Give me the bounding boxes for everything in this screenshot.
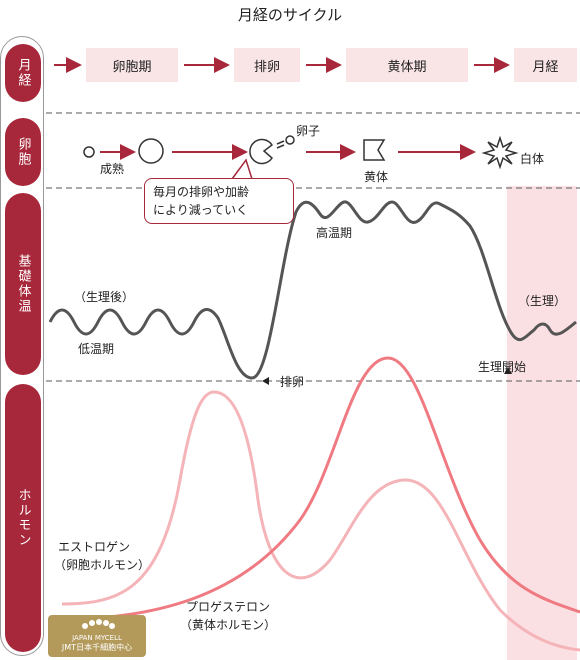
corpus-luteum-icon bbox=[363, 139, 386, 161]
row-label-hormone: ホルモン bbox=[5, 384, 41, 652]
diagram-title: 月経のサイクル bbox=[237, 6, 343, 24]
label-maturation: 成熟 bbox=[100, 162, 125, 176]
phase-luteal: 黄体期 bbox=[346, 48, 468, 82]
phase-ovulation: 排卵 bbox=[234, 48, 300, 82]
label-period: （生理） bbox=[518, 294, 567, 308]
callout-pointer bbox=[231, 158, 253, 180]
label-low-phase: 低温期 bbox=[78, 342, 115, 356]
label-high-phase: 高温期 bbox=[316, 226, 353, 240]
row-label-egg: 卵胞 bbox=[5, 118, 41, 186]
phase-follicular: 卵胞期 bbox=[86, 48, 178, 82]
corpus-albicans-icon bbox=[481, 135, 519, 170]
progesterone-curve bbox=[61, 356, 580, 622]
logo-line-1: JAPAN MYCELL bbox=[72, 634, 122, 642]
period-start-marker-icon bbox=[504, 367, 512, 374]
callout-line-2: により減っていく bbox=[153, 203, 249, 217]
label-corpus-luteum: 黄体 bbox=[364, 170, 389, 184]
ruptured-follicle-icon bbox=[249, 138, 274, 165]
egg-cell-icon bbox=[285, 135, 295, 145]
estrogen-curve bbox=[61, 390, 580, 652]
label-egg: 卵子 bbox=[296, 124, 321, 138]
logo-line-2: JMT日本千細胞中心 bbox=[61, 643, 133, 652]
row-label-temperature: 基礎体温 bbox=[5, 193, 41, 375]
period-band bbox=[507, 186, 577, 660]
phase-menstruation: 月経 bbox=[514, 48, 577, 82]
label-after-period: （生理後） bbox=[74, 290, 135, 304]
label-progesterone-sub: （黄体ホルモン） bbox=[180, 618, 277, 632]
company-logo: JAPAN MYCELL JMT日本千細胞中心 bbox=[48, 615, 146, 657]
small-follicle-icon bbox=[83, 146, 95, 158]
logo-mark-icon bbox=[82, 619, 115, 629]
callout-line-1: 毎月の排卵や加齢 bbox=[153, 185, 250, 199]
label-corpus-albicans: 白体 bbox=[520, 152, 545, 166]
row-label-menstruation: 月経 bbox=[5, 44, 41, 102]
label-estrogen: エストロゲン bbox=[58, 540, 131, 554]
mature-follicle-icon bbox=[138, 138, 164, 164]
row-label-frame bbox=[0, 36, 44, 656]
egg-development bbox=[83, 135, 519, 170]
label-ovulation: 排卵 bbox=[280, 375, 305, 389]
egg-decrease-callout: 毎月の排卵や加齢 により減っていく bbox=[144, 178, 294, 224]
label-estrogen-sub: （卵胞ホルモン） bbox=[54, 558, 151, 572]
label-progesterone: プロゲステロン bbox=[186, 600, 271, 614]
label-period-start: 生理開始 bbox=[478, 360, 527, 374]
ovulation-marker-icon bbox=[262, 377, 269, 385]
temperature-curve bbox=[48, 200, 577, 380]
row-separators bbox=[46, 112, 580, 382]
